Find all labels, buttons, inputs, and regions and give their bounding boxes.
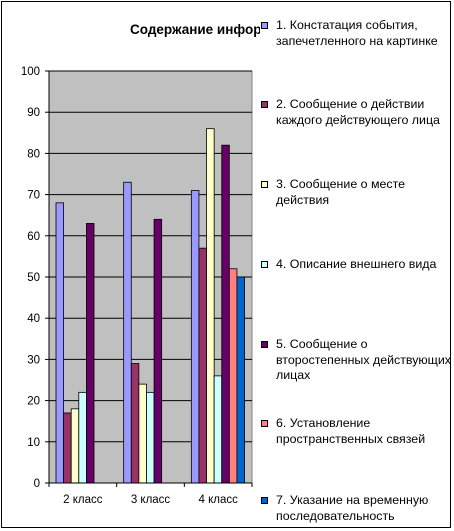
- bar: [153, 218, 163, 484]
- legend-item: 5. Сообщение о второстепенных действующи…: [261, 337, 452, 384]
- bar: [213, 375, 223, 484]
- bar: [130, 363, 140, 484]
- bar: [123, 181, 132, 484]
- legend-swatch: [261, 497, 268, 504]
- legend-item: 3. Сообщение о месте действия: [261, 177, 452, 208]
- legend-swatch: [261, 181, 268, 188]
- legend-label: 1. Констатация события, запечетленного н…: [276, 18, 438, 48]
- legend-label: 5. Сообщение о второстепенных действующи…: [276, 337, 451, 382]
- bar: [198, 247, 207, 484]
- bar: [190, 190, 200, 484]
- legend-item: 6. Установление пространственных связей: [261, 416, 452, 447]
- legend-swatch: [261, 420, 268, 427]
- legend-swatch: [261, 101, 268, 108]
- legend-item: 2. Сообщение о действии каждого действую…: [261, 97, 452, 128]
- bar: [70, 408, 80, 484]
- bar: [236, 276, 245, 484]
- legend-swatch: [261, 22, 268, 29]
- legend-swatch: [261, 341, 268, 348]
- bar: [63, 412, 72, 484]
- x-tick-label: 4 класс: [198, 494, 238, 506]
- x-tick-label: 2 класс: [63, 494, 103, 506]
- x-tick-label: 3 класс: [131, 494, 171, 506]
- bar: [221, 144, 230, 484]
- legend-item: 7. Указание на временную последовательно…: [261, 493, 452, 524]
- legend-label: 7. Указание на временную последовательно…: [276, 493, 429, 523]
- y-tick-label: 100: [21, 66, 40, 78]
- legend-label: 3. Сообщение о месте действия: [276, 177, 406, 207]
- y-tick-label: 60: [27, 231, 40, 243]
- bar: [228, 268, 238, 484]
- y-tick-label: 20: [27, 396, 40, 408]
- bar: [138, 383, 147, 484]
- y-tick-label: 10: [27, 437, 40, 449]
- y-tick-label: 0: [34, 478, 40, 490]
- bar: [146, 391, 155, 484]
- legend-item: 1. Констатация события, запечетленного н…: [261, 18, 452, 49]
- y-tick-label: 70: [27, 190, 40, 202]
- legend-item: 4. Описание внешнего вида: [261, 257, 452, 273]
- legend-label: 2. Сообщение о действии каждого действую…: [276, 97, 440, 127]
- y-tick-label: 90: [27, 107, 40, 119]
- y-tick-label: 40: [27, 313, 40, 325]
- y-tick-label: 50: [27, 272, 40, 284]
- bars: [55, 128, 245, 484]
- chart-title: Содержание информации: [130, 22, 260, 37]
- legend-swatch: [261, 261, 268, 268]
- bar: [55, 202, 64, 484]
- y-tick-label: 30: [27, 354, 40, 366]
- y-tick-label: 80: [27, 148, 40, 160]
- bar: [86, 223, 95, 484]
- legend-label: 6. Установление пространственных связей: [276, 416, 426, 446]
- legend-label: 4. Описание внешнего вида: [276, 257, 437, 271]
- bar: [206, 128, 215, 484]
- axes: 0 10 20 30 40 50 60 70 80 90 100 2 класс 3 класс 4 кл…: [21, 66, 253, 506]
- bar: [78, 391, 87, 484]
